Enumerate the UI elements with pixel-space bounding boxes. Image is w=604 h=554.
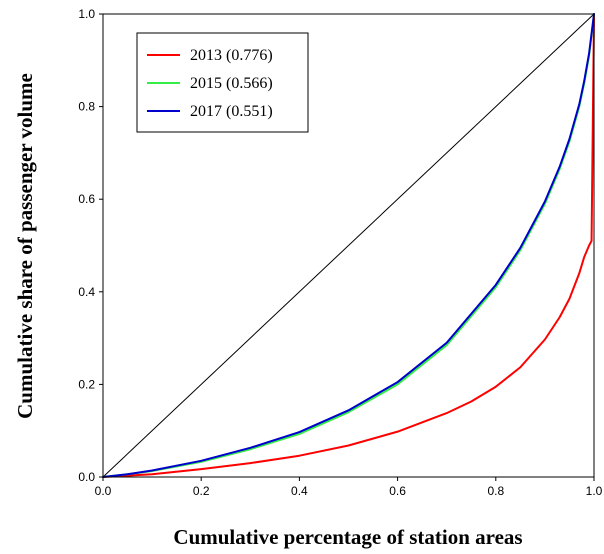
- y-tick-label: 0.8: [78, 100, 95, 114]
- x-tick-label: 0.8: [487, 484, 504, 498]
- x-tick-label: 0.0: [95, 484, 112, 498]
- y-tick-label: 0.0: [78, 470, 95, 484]
- series-line-1: [102, 13, 595, 478]
- y-tick-label: 0.4: [78, 285, 95, 299]
- y-tick-label: 1.0: [78, 7, 95, 21]
- x-tick-label: 0.2: [193, 484, 210, 498]
- x-tick-label: 0.4: [291, 484, 308, 498]
- legend-label-2015: 2015 (0.566): [190, 75, 273, 92]
- equality-line: [102, 13, 595, 478]
- series-line-3: [102, 13, 595, 478]
- y-tick-label: 0.6: [78, 192, 95, 206]
- legend: 2013 (0.776) 2015 (0.566) 2017 (0.551): [136, 32, 309, 133]
- legend-label-2013: 2013 (0.776): [190, 47, 273, 64]
- x-tick-label: 1.0: [586, 484, 603, 498]
- y-axis-title: Cumulative share of passenger volume: [13, 73, 37, 419]
- y-tick-label: 0.2: [78, 377, 95, 391]
- plot-frame: [102, 13, 595, 478]
- x-tick-label: 0.6: [389, 484, 406, 498]
- x-axis-title: Cumulative percentage of station areas: [173, 525, 522, 549]
- legend-label-2017: 2017 (0.551): [190, 103, 273, 120]
